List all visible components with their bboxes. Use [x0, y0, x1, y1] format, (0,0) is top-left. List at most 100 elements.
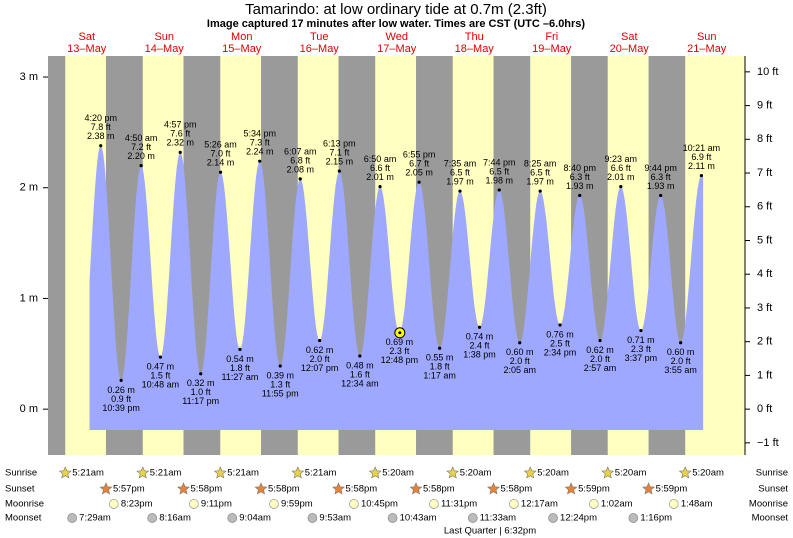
- sun-icon: [368, 466, 382, 479]
- row-time: 5:58pm: [501, 484, 533, 495]
- sun-icon: [58, 466, 72, 479]
- day-date: 17–May: [377, 43, 417, 55]
- tide-label: 0.55 m: [426, 353, 454, 363]
- tide-label: 4:57 pm: [164, 120, 197, 130]
- y2-tick-label: 2 ft: [757, 336, 772, 348]
- tide-point: [477, 325, 482, 329]
- tide-label: 11:27 am: [222, 372, 259, 382]
- tide-label: 0.9 ft: [111, 394, 132, 404]
- tide-label: 7:35 am: [444, 158, 477, 168]
- tide-label: 7.6 ft: [170, 129, 191, 139]
- row-label-left: Moonrise: [5, 499, 44, 510]
- row-label-left: Moonset: [5, 513, 42, 524]
- row-label-left: Sunset: [5, 484, 35, 495]
- tide-label: 0.54 m: [226, 354, 254, 364]
- tide-point: [199, 372, 203, 376]
- row-time: 9:53am: [319, 513, 351, 524]
- tide-label: 5:34 pm: [243, 129, 276, 139]
- moon-icon: [387, 513, 398, 523]
- tide-point: [598, 338, 602, 343]
- tide-label: 2.14 m: [207, 158, 235, 168]
- tide-label: 2.08 m: [286, 164, 314, 174]
- plot: [48, 56, 745, 455]
- row-time: 5:20am: [382, 468, 414, 479]
- tide-label: 1.0 ft: [191, 387, 212, 397]
- tide-point: [318, 338, 322, 343]
- sun-icon: [564, 482, 578, 495]
- tide-label: 10:21 am: [683, 143, 721, 153]
- y2-tick-label: 7 ft: [757, 167, 772, 179]
- tide-label: 0.26 m: [107, 385, 135, 395]
- row-time: 1:16pm: [640, 513, 672, 524]
- moon-icon: [189, 499, 199, 509]
- tide-label: 9:44 pm: [644, 163, 677, 173]
- tide-label: 2.0 ft: [310, 354, 331, 364]
- tide-label: 2:57 am: [584, 363, 617, 373]
- tide-label: 0.32 m: [187, 378, 215, 388]
- tide-area: [89, 145, 704, 430]
- tide-label: 1.97 m: [446, 176, 474, 186]
- row-time: 11:33am: [480, 513, 516, 524]
- moon-icon: [429, 499, 439, 509]
- tide-point: [178, 150, 182, 154]
- tide-label: 2.01 m: [366, 172, 394, 182]
- tide-point: [679, 341, 683, 345]
- row-time: 12:24pm: [560, 513, 597, 524]
- tide-label: 1:38 pm: [463, 350, 496, 360]
- row-time: 5:59pm: [578, 484, 610, 495]
- row-time: 5:20am: [460, 468, 492, 479]
- tide-label: 12:48 pm: [381, 355, 419, 365]
- tide-label: 2.05 m: [405, 168, 433, 178]
- day-name: Sat: [78, 31, 95, 43]
- row-time: 5:21am: [227, 468, 259, 479]
- y2-tick-label: 0 ft: [757, 403, 772, 415]
- y-tick-label: 0 m: [20, 403, 38, 415]
- day-name: Sat: [621, 31, 638, 43]
- tide-label: 7.8 ft: [91, 122, 112, 132]
- tide-label: 8:40 pm: [563, 163, 596, 173]
- tide-label: 0.62 m: [306, 345, 334, 355]
- sun-icon: [254, 482, 268, 495]
- row-time: 5:20am: [537, 468, 569, 479]
- tide-label: 0.39 m: [266, 370, 294, 380]
- day-date: 13–May: [67, 43, 107, 55]
- day-date: 18–May: [455, 43, 495, 55]
- y-tick-label: 3 m: [20, 71, 38, 83]
- tide-label: 7.2 ft: [131, 142, 152, 152]
- moon-icon: [509, 499, 519, 509]
- moon-icon: [668, 499, 679, 509]
- tide-point: [298, 177, 302, 181]
- tide-label: 0.76 m: [546, 329, 574, 339]
- day-name: Wed: [386, 31, 408, 43]
- tide-point: [218, 170, 223, 174]
- moon-icon: [67, 513, 78, 523]
- tide-label: 10:48 am: [142, 380, 180, 390]
- sun-icon: [642, 482, 656, 495]
- tide-label: 2.15 m: [326, 157, 354, 167]
- y-tick-label: 2 m: [20, 182, 38, 194]
- sun-icon: [213, 466, 227, 479]
- tide-point: [238, 347, 242, 351]
- row-time: 7:29am: [79, 513, 111, 524]
- chart-title: Tamarindo: at low ordinary tide at 0.7m …: [245, 1, 547, 18]
- tide-label: 7.1 ft: [329, 148, 350, 158]
- tide-label: 8:25 am: [524, 158, 557, 168]
- tide-label: 9:23 am: [605, 154, 638, 164]
- row-time: 5:58pm: [423, 484, 455, 495]
- sun-icon: [678, 466, 692, 479]
- tide-label: 1.98 m: [485, 175, 513, 185]
- row-time: 10:45pm: [361, 499, 398, 510]
- row-time: 9:11pm: [201, 499, 232, 510]
- row-time: 12:17am: [521, 499, 558, 510]
- day-name: Thu: [465, 31, 484, 43]
- tide-label: 2.3 ft: [389, 346, 410, 356]
- tide-point: [619, 185, 623, 189]
- tide-label: 3:55 am: [664, 365, 697, 375]
- tide-label: 12:07 pm: [301, 363, 339, 373]
- tide-point: [158, 355, 162, 359]
- y2-tick-label: 6 ft: [757, 201, 772, 213]
- row-time: 9:59pm: [281, 499, 313, 510]
- tide-point: [417, 180, 421, 184]
- row-time: 5:58pm: [346, 484, 378, 495]
- row-time: 5:58pm: [268, 484, 300, 495]
